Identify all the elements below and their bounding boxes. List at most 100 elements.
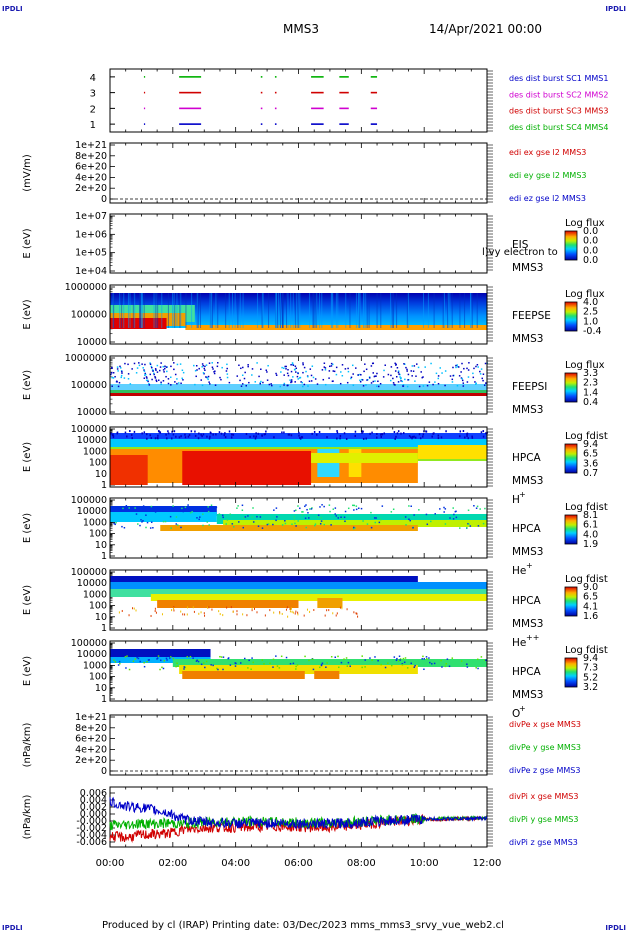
divpi-frame <box>109 786 488 848</box>
hpca-o-speckle <box>451 657 454 659</box>
hpca-he-speckle <box>295 525 297 527</box>
hpca-he-speckle <box>307 512 309 514</box>
hpca-o-speckle <box>414 664 416 667</box>
feepsi-speckle <box>303 366 306 369</box>
hpca-he-speckle <box>321 504 323 506</box>
edi-ytick-label: 0 <box>101 194 107 205</box>
hpca-he-speckle <box>135 513 138 515</box>
feepse-streak <box>470 293 472 328</box>
hpca-he-band <box>160 525 418 531</box>
hpca-o-speckle <box>397 660 400 662</box>
feepse-streak <box>140 293 142 328</box>
hpca-hepp-colorbar-label: 6.5 <box>583 592 598 603</box>
feepsi-speckle <box>143 369 145 371</box>
divpe-legend-entry: divPe z gse MMS3 <box>509 766 580 775</box>
feepsi-speckle <box>485 382 487 384</box>
hpca-o-ytick-label: 1000 <box>83 660 107 671</box>
hpca-o-speckle <box>371 659 373 661</box>
hpca-he-speckle <box>139 524 141 527</box>
feepsi-speckle <box>420 371 422 373</box>
hpca-hepp-ytick-label: 1 <box>101 623 107 634</box>
feepsi-speckle <box>123 377 126 379</box>
feepse-streak <box>209 293 211 328</box>
feepsi-speckle <box>209 383 211 385</box>
feepsi-speckle <box>452 366 454 369</box>
hpca-he-speckle <box>340 516 342 519</box>
feepsi-speckle <box>355 367 357 369</box>
hpca-he-band <box>110 506 217 516</box>
hpca-he-speckle <box>467 522 469 525</box>
feepsi-speckle <box>432 383 434 386</box>
feepsi-speckle <box>110 373 112 376</box>
feepsi-speckle <box>162 365 165 368</box>
feepsi-speckle <box>162 380 165 382</box>
feepsi-speckle <box>297 372 299 375</box>
feepsi-speckle <box>376 385 378 387</box>
hpca-he-instrument: HPCA <box>512 523 542 535</box>
feepsi-speckle <box>181 369 184 372</box>
hpca-hepp-band <box>317 598 343 608</box>
feepsi-speckle <box>359 379 361 382</box>
feepsi-speckle <box>149 373 152 376</box>
feepsi-speckle <box>310 374 313 377</box>
feepsi-speckle <box>136 367 139 369</box>
hpca-o-speckle <box>235 662 237 665</box>
feepsi-speckle <box>390 366 393 368</box>
feepse-instrument: FEEPSE <box>512 310 551 322</box>
corner-mark-top-left: IPDLI <box>2 5 23 13</box>
feepsi-speckle <box>290 379 293 381</box>
hpca-he-speckle <box>145 514 147 516</box>
feepsi-speckle <box>364 363 366 365</box>
hpca-he-speckle <box>354 527 356 529</box>
feepsi-speckle <box>271 384 273 387</box>
feepsi-speckle <box>294 365 297 367</box>
divpe-legend-entry: divPe x gse MMS3 <box>509 720 581 729</box>
feepsi-speckle <box>323 366 326 368</box>
hpca-h-speckle <box>381 433 383 436</box>
feepsi-speckle <box>407 379 409 381</box>
hpca-he-speckle <box>199 516 201 518</box>
hpca-he-speckle <box>297 505 299 507</box>
feepsi-band <box>110 384 487 392</box>
hpca-h-speckle <box>408 435 411 438</box>
hpca-o-colorbar-label: 5.2 <box>583 672 598 683</box>
hpca-h-speckle <box>209 431 212 434</box>
hpca-he-speckle <box>236 507 238 509</box>
feepse-streak <box>161 293 163 328</box>
feepsi-speckle <box>110 372 113 374</box>
hpca-o-speckle <box>446 658 449 660</box>
feepsi-speckle <box>393 383 395 386</box>
hpca-o-speckle <box>204 666 206 669</box>
feepsi-speckle <box>275 374 278 376</box>
feepse-streak <box>228 293 230 328</box>
hpca-he-colorbar <box>564 514 578 545</box>
feepsi-colorbar-label: 0.4 <box>583 397 598 408</box>
hpca-h-speckle <box>184 433 186 436</box>
hpca-he-speckle <box>176 524 179 526</box>
hpca-he-speckle <box>202 524 204 527</box>
feepsi-speckle <box>339 382 342 385</box>
feepsi-speckle <box>138 364 141 367</box>
feepsi-speckle <box>371 362 374 365</box>
feepsi-speckle <box>226 367 228 370</box>
hpca-he-speckle <box>221 514 224 517</box>
feepsi-speckle <box>279 385 282 388</box>
feepsi-speckle <box>265 369 268 371</box>
hpca-o-speckle <box>229 664 232 666</box>
feepsi-speckle <box>458 375 461 377</box>
feepsi-speckle <box>160 381 162 384</box>
hpca-h-speckle <box>255 435 257 438</box>
hpca-he-speckle <box>334 513 336 515</box>
hpca-o-speckle <box>220 656 223 658</box>
feepse-streak <box>433 293 435 328</box>
hpca-o-speckle <box>429 661 431 664</box>
feepsi-speckle <box>481 377 484 380</box>
feepsi-speckle <box>340 371 342 373</box>
hpca-hepp-speckle <box>357 615 359 618</box>
hpca-he-speckle <box>452 518 455 520</box>
hpca-o-speckle <box>425 656 428 658</box>
hpca-he-speckle <box>150 505 153 508</box>
hpca-hepp-band <box>110 576 418 584</box>
feepsi-speckle <box>153 373 155 376</box>
hpca-hepp-speckle <box>236 613 238 616</box>
